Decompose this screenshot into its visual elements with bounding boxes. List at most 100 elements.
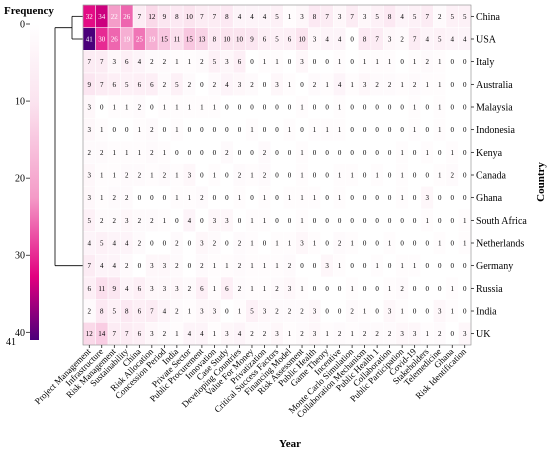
cell-value-label: 2 [388, 330, 392, 338]
cell-value-label: 0 [200, 217, 204, 225]
cell-value-label: 0 [200, 149, 204, 157]
cell-value-label: 0 [125, 126, 129, 134]
cell-value-label: 0 [150, 240, 154, 248]
cell-value-label: 2 [350, 308, 354, 316]
cell-value-label: 0 [175, 217, 179, 225]
cell-value-label: 0 [350, 36, 354, 44]
cell-value-label: 0 [238, 104, 242, 112]
cell-value-label: 1 [250, 240, 254, 248]
cell-value-label: 1 [325, 330, 329, 338]
cell-value-label: 0 [163, 126, 167, 134]
cell-value-label: 0 [188, 240, 192, 248]
cell-value-label: 0 [375, 149, 379, 157]
cell-value-label: 9 [88, 81, 92, 89]
cell-value-label: 0 [188, 149, 192, 157]
cell-value-label: 0 [438, 285, 442, 293]
cell-value-label: 0 [200, 172, 204, 180]
cell-value-label: 0 [325, 308, 329, 316]
cell-value-label: 0 [388, 126, 392, 134]
cell-value-label: 0 [275, 194, 279, 202]
cell-value-label: 7 [100, 81, 104, 89]
cell-value-label: 2 [400, 285, 404, 293]
cell-value-label: 0 [275, 126, 279, 134]
cell-value-label: 1 [425, 149, 429, 157]
cell-value-label: 5 [113, 308, 117, 316]
cell-value-label: 3 [300, 58, 304, 66]
row-label: Australia [476, 80, 513, 91]
cell-value-label: 2 [150, 126, 154, 134]
row-label: Indonesia [476, 125, 515, 136]
cell-value-label: 0 [413, 285, 417, 293]
cell-value-label: 0 [363, 194, 367, 202]
cell-value-label: 7 [350, 13, 354, 21]
cell-value-label: 0 [113, 126, 117, 134]
cell-value-label: 0 [400, 217, 404, 225]
y-axis-title: Country [535, 162, 547, 202]
cell-value-label: 1 [263, 58, 267, 66]
cell-value-label: 2 [188, 285, 192, 293]
cell-value-label: 1 [288, 81, 292, 89]
cell-value-label: 2 [388, 81, 392, 89]
cell-value-label: 0 [163, 240, 167, 248]
cell-value-label: 5 [375, 13, 379, 21]
cell-value-label: 0 [363, 240, 367, 248]
cell-value-label: 10 [186, 13, 194, 21]
cell-value-label: 0 [363, 262, 367, 270]
cell-value-label: 0 [325, 217, 329, 225]
row-label: China [476, 12, 500, 23]
cell-value-label: 1 [113, 172, 117, 180]
cell-value-label: 1 [338, 262, 342, 270]
cell-value-label: 0 [413, 240, 417, 248]
cell-value-label: 11 [173, 36, 180, 44]
cell-value-label: 1 [425, 81, 429, 89]
cell-value-label: 1 [100, 126, 104, 134]
cell-value-label: 0 [313, 149, 317, 157]
cell-value-label: 1 [350, 330, 354, 338]
cell-value-label: 0 [250, 194, 254, 202]
cell-value-label: 2 [375, 330, 379, 338]
cell-value-label: 0 [300, 126, 304, 134]
row-label: UK [476, 329, 491, 340]
cell-value-label: 2 [88, 308, 92, 316]
cell-value-label: 3 [225, 58, 229, 66]
cell-value-label: 4 [263, 13, 267, 21]
cell-value-label: 7 [425, 13, 429, 21]
cell-value-label: 0 [413, 194, 417, 202]
cell-value-label: 1 [175, 172, 179, 180]
cell-value-label: 7 [100, 58, 104, 66]
row-label: Canada [476, 171, 507, 182]
cell-value-label: 1 [375, 58, 379, 66]
cell-value-label: 0 [450, 81, 454, 89]
cell-value-label: 0 [350, 104, 354, 112]
cell-value-label: 0 [213, 149, 217, 157]
cell-value-label: 0 [375, 285, 379, 293]
cell-value-label: 3 [275, 330, 279, 338]
cell-value-label: 0 [275, 217, 279, 225]
cell-value-label: 1 [213, 172, 217, 180]
cell-value-label: 2 [163, 58, 167, 66]
cell-value-label: 0 [175, 149, 179, 157]
cell-value-label: 1 [300, 285, 304, 293]
cell-value-label: 3 [150, 285, 154, 293]
cell-value-label: 5 [100, 240, 104, 248]
cell-value-label: 0 [338, 285, 342, 293]
cell-value-label: 0 [388, 172, 392, 180]
cell-value-label: 1 [438, 104, 442, 112]
cell-value-label: 3 [163, 285, 167, 293]
colorbar-tick-label: 30 [15, 251, 25, 262]
cell-value-label: 1 [338, 194, 342, 202]
cell-value-label: 0 [238, 149, 242, 157]
cell-value-label: 2 [175, 262, 179, 270]
cell-value-label: 1 [263, 285, 267, 293]
cell-value-label: 0 [425, 262, 429, 270]
cell-value-label: 0 [263, 240, 267, 248]
cell-value-label: 1 [388, 240, 392, 248]
cell-value-label: 3 [125, 217, 129, 225]
cell-value-label: 0 [400, 126, 404, 134]
cell-value-label: 0 [325, 285, 329, 293]
cell-value-label: 3 [175, 285, 179, 293]
cell-value-label: 0 [225, 194, 229, 202]
cell-value-label: 0 [375, 194, 379, 202]
cell-value-label: 2 [150, 217, 154, 225]
cell-value-label: 0 [250, 58, 254, 66]
